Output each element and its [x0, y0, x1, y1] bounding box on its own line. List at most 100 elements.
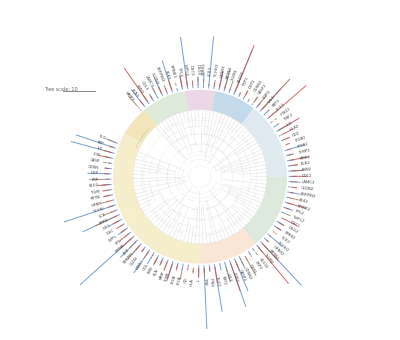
Text: CASP2: CASP2: [238, 269, 246, 283]
Text: LCE3: LCE3: [208, 66, 213, 76]
Text: ITGA2: ITGA2: [296, 142, 309, 149]
Text: RPTN3: RPTN3: [226, 66, 233, 80]
Text: LAMC3: LAMC3: [144, 74, 154, 88]
Text: ELN: ELN: [153, 268, 160, 277]
Text: SPRR3: SPRR3: [202, 63, 206, 75]
Text: SERPIN2: SERPIN2: [300, 192, 316, 199]
Text: LOR2: LOR2: [232, 272, 239, 283]
Text: PPL2: PPL2: [294, 209, 305, 217]
Text: CASP: CASP: [89, 158, 100, 164]
Text: CDSN3: CDSN3: [253, 79, 264, 92]
Text: FBN: FBN: [148, 266, 154, 274]
Text: EVPL3: EVPL3: [182, 64, 188, 76]
Text: ELN2: ELN2: [300, 161, 311, 166]
Text: LOR3: LOR3: [262, 89, 272, 100]
Text: MMP: MMP: [158, 271, 166, 280]
Text: ITGA: ITGA: [171, 274, 177, 284]
Text: SPRR2: SPRR2: [283, 231, 296, 241]
Text: CD2: CD2: [292, 131, 301, 138]
Text: PPL3: PPL3: [176, 68, 182, 78]
Text: RPTN: RPTN: [90, 195, 101, 201]
Text: HLA: HLA: [190, 278, 195, 286]
Text: CLDN: CLDN: [130, 255, 139, 267]
Text: KLK3: KLK3: [164, 71, 170, 81]
Text: MMP2: MMP2: [299, 154, 312, 160]
Text: TCHH3: TCHH3: [214, 63, 220, 77]
Text: DSC: DSC: [106, 228, 115, 236]
Wedge shape: [243, 177, 287, 243]
Text: CDSN: CDSN: [88, 165, 99, 170]
Wedge shape: [241, 108, 287, 177]
Text: HRNR2: HRNR2: [272, 245, 284, 257]
Text: SERPIN3: SERPIN3: [155, 66, 165, 83]
Text: EVPL2: EVPL2: [292, 215, 305, 224]
Text: PKP3: PKP3: [242, 76, 250, 86]
Text: ITGB: ITGB: [177, 276, 183, 286]
Text: DSP2: DSP2: [248, 264, 257, 275]
Text: IL: IL: [196, 278, 201, 281]
Text: DSG: DSG: [102, 223, 112, 231]
Text: DSP: DSP: [91, 171, 99, 175]
Text: DSC2: DSC2: [290, 221, 301, 229]
Text: LAMC: LAMC: [135, 259, 144, 270]
Text: LAMC2: LAMC2: [301, 180, 315, 185]
Text: IVL2: IVL2: [226, 273, 232, 283]
Text: DSG2: DSG2: [287, 226, 298, 235]
Wedge shape: [125, 110, 157, 143]
Text: IVL: IVL: [96, 147, 103, 152]
Text: SPINK2: SPINK2: [296, 204, 311, 211]
Text: SPRR: SPRR: [98, 218, 109, 226]
Text: TGM: TGM: [91, 189, 100, 194]
Text: TIMP2: TIMP2: [298, 148, 310, 155]
Text: S1003: S1003: [237, 71, 245, 84]
Text: S1002: S1002: [258, 257, 269, 270]
Text: TGM2: TGM2: [263, 253, 274, 265]
Text: CLDN2: CLDN2: [300, 186, 314, 192]
Text: ITGB2: ITGB2: [294, 135, 307, 143]
Text: Tree scale: 10: Tree scale: 10: [44, 87, 78, 92]
Text: CDSN2: CDSN2: [243, 267, 252, 281]
Text: KRT: KRT: [96, 140, 105, 146]
Wedge shape: [185, 90, 215, 111]
Text: IFNG: IFNG: [208, 277, 214, 287]
Text: IVL3: IVL3: [267, 95, 276, 103]
Text: KLK: KLK: [122, 248, 130, 255]
Text: DSC3: DSC3: [189, 65, 194, 76]
Text: HRNR: HRNR: [91, 201, 103, 208]
Text: KLK2: KLK2: [298, 198, 308, 204]
Text: RPTN2: RPTN2: [268, 250, 279, 261]
Text: FLG3: FLG3: [276, 103, 286, 112]
Text: DSG3: DSG3: [196, 64, 200, 75]
Text: LOR: LOR: [93, 152, 101, 158]
Text: TGM3: TGM3: [231, 69, 239, 82]
Text: CD: CD: [184, 277, 189, 283]
Text: COL: COL: [142, 262, 149, 271]
Text: S100: S100: [89, 184, 99, 188]
Text: LCE: LCE: [98, 212, 107, 219]
Text: FLG: FLG: [98, 134, 107, 140]
Wedge shape: [113, 133, 142, 220]
Wedge shape: [212, 91, 254, 124]
Wedge shape: [125, 210, 200, 264]
Text: TCHH2: TCHH2: [276, 241, 289, 252]
Text: PKP: PKP: [91, 177, 99, 182]
Text: COL2: COL2: [301, 174, 312, 179]
Text: COL3: COL3: [140, 80, 149, 91]
Text: HLA2: HLA2: [289, 124, 300, 132]
Text: TNF2: TNF2: [283, 113, 294, 122]
Text: DSP3: DSP3: [248, 78, 256, 89]
Text: FBN3: FBN3: [134, 84, 144, 95]
Text: IFNG2: IFNG2: [280, 106, 291, 117]
Text: TCHH: TCHH: [93, 207, 104, 214]
Text: MMP3: MMP3: [124, 91, 134, 102]
Text: LCE2: LCE2: [280, 236, 290, 245]
Text: IL2: IL2: [286, 121, 293, 127]
Wedge shape: [144, 91, 188, 125]
Text: TIMP: TIMP: [164, 273, 171, 283]
Wedge shape: [200, 228, 256, 264]
Text: CASP3: CASP3: [258, 83, 268, 96]
Text: TNF: TNF: [202, 278, 207, 286]
Text: HRNR3: HRNR3: [220, 64, 226, 78]
Text: FBN2: FBN2: [301, 168, 312, 172]
Text: KRT2: KRT2: [220, 275, 226, 286]
